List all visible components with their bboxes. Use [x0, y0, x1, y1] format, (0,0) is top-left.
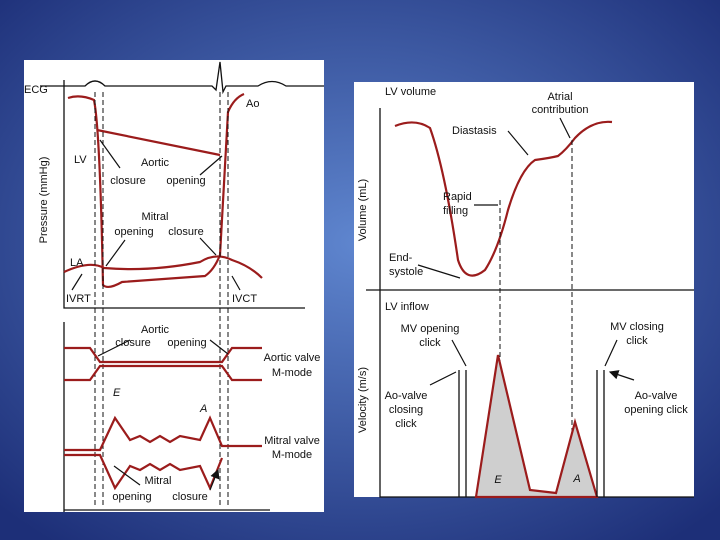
label: Ao [246, 98, 259, 110]
label: A [572, 473, 580, 485]
mitral-mmode [64, 415, 262, 491]
label: Aortic [141, 324, 170, 336]
label: M-mode [272, 367, 312, 379]
arrows [71, 139, 241, 491]
label: Mitral valve [264, 435, 320, 447]
label: E [494, 474, 502, 486]
label: opening [114, 226, 153, 238]
label: click [626, 335, 648, 347]
left-figure: ECG Ao LV Aortic closure opening Pressur… [24, 60, 324, 512]
aortic-curve [96, 128, 221, 157]
label: E [113, 387, 121, 399]
label: systole [389, 266, 423, 278]
label: IVCT [232, 293, 257, 305]
click-lines [458, 370, 605, 497]
label: Mitral [145, 475, 172, 487]
label: closure [168, 226, 203, 238]
label: IVRT [66, 293, 91, 305]
label: MV closing [610, 321, 664, 333]
label: A [199, 403, 207, 415]
axis-label: Volume (mL) [357, 179, 369, 241]
label: opening click [624, 404, 688, 416]
axis-label: Velocity (m/s) [357, 367, 369, 433]
label: closure [115, 337, 150, 349]
label: contribution [532, 104, 589, 116]
label: Atrial [547, 91, 572, 103]
label: opening [166, 175, 205, 187]
lower-axes [63, 322, 270, 512]
label: M-mode [272, 449, 312, 461]
label: click [419, 337, 441, 349]
label: Aortic valve [264, 352, 321, 364]
label: Aortic [141, 157, 170, 169]
label: Mitral [142, 211, 169, 223]
label: Rapid [443, 191, 472, 203]
label: closure [172, 491, 207, 503]
label: LV inflow [385, 301, 429, 313]
aortic-mmode [64, 346, 262, 382]
label: opening [167, 337, 206, 349]
arrows [417, 117, 635, 386]
label: LV [74, 154, 87, 166]
label: Diastasis [452, 125, 497, 137]
label: closure [110, 175, 145, 187]
axis-label: Pressure (mmHg) [38, 157, 50, 244]
la-curve [63, 255, 263, 279]
label: ECG [24, 84, 48, 96]
label: LV volume [385, 86, 436, 98]
ecg-trace [40, 61, 324, 95]
label: Ao-valve [385, 390, 428, 402]
volume-curve [394, 120, 613, 277]
label: closing [389, 404, 423, 416]
label: Ao-valve [635, 390, 678, 402]
label: filling [443, 205, 468, 217]
label: MV opening [401, 323, 460, 335]
label: LA [70, 257, 84, 269]
axes [63, 80, 305, 309]
right-figure: LV volume Atrial contribution Diastasis … [354, 82, 694, 499]
label: click [395, 418, 417, 430]
label: opening [112, 491, 151, 503]
label: End- [389, 252, 413, 264]
